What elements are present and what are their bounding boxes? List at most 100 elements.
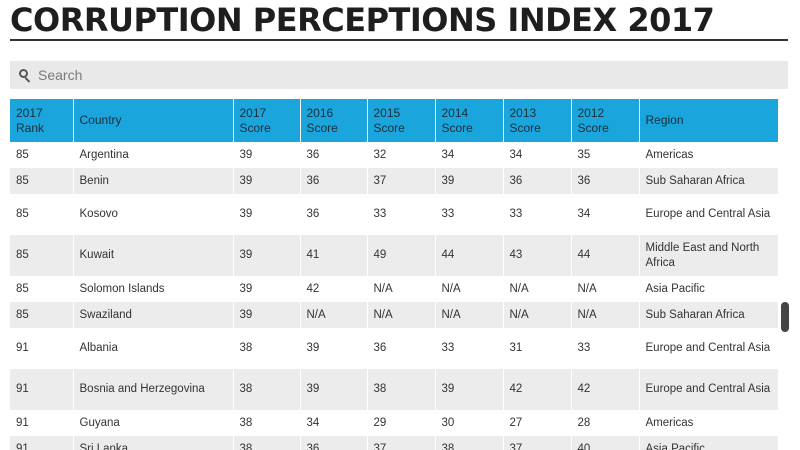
cell-rank: 91: [10, 436, 74, 450]
page-title: CORRUPTION PERCEPTIONS INDEX 2017: [10, 1, 715, 39]
search-icon: [18, 68, 32, 83]
cell-score-2015: 37: [367, 436, 436, 450]
cell-score-2016: 39: [300, 369, 368, 410]
cell-score-2013: N/A: [503, 302, 572, 328]
table-scrollbar[interactable]: [780, 99, 790, 450]
cell-score-2012: 28: [571, 410, 640, 436]
cell-score-2012: 34: [571, 194, 640, 235]
column-header-label: 2017: [239, 105, 267, 120]
column-header-score-2012[interactable]: 2012 Score: [571, 99, 640, 142]
cell-score-2012: 33: [571, 328, 640, 369]
cell-score-2013: 34: [503, 142, 572, 168]
column-header-score-2014[interactable]: 2014 Score: [435, 99, 504, 142]
cell-rank: 85: [10, 276, 74, 302]
cell-score-2017: 38: [233, 328, 301, 369]
cell-score-2017: 39: [233, 276, 301, 302]
column-header-label: Score: [509, 120, 541, 135]
cpi-table: 2017 Rank Country 2017 Score 2016 Score 2015 Sco…: [10, 99, 778, 450]
column-header-label: Score: [306, 120, 338, 135]
cell-score-2017: 38: [233, 410, 301, 436]
cell-score-2016: 36: [300, 436, 368, 450]
cell-score-2012: N/A: [571, 276, 640, 302]
cell-rank: 91: [10, 410, 74, 436]
cell-score-2014: 38: [435, 436, 504, 450]
table-row: 91 Bosnia and Herzegovina 38 39 38 39 42 42 Euro…: [10, 369, 778, 410]
cell-score-2016: 36: [300, 142, 368, 168]
cell-score-2017: 39: [233, 168, 301, 194]
column-header-score-2013[interactable]: 2013 Score: [503, 99, 572, 142]
table-row: 85 Solomon Islands 39 42 N/A N/A N/A N/A Asia Pa…: [10, 276, 778, 302]
cell-score-2017: 39: [233, 235, 301, 276]
cell-score-2014: N/A: [435, 276, 504, 302]
cell-score-2012: 35: [571, 142, 640, 168]
cell-country: Solomon Islands: [73, 276, 234, 302]
table-row: 85 Benin 39 36 37 39 36 36 Sub Saharan Africa: [10, 168, 778, 194]
cell-score-2013: 33: [503, 194, 572, 235]
title-divider: [10, 39, 788, 41]
cell-score-2012: 44: [571, 235, 640, 276]
cell-score-2012: 40: [571, 436, 640, 450]
table-container[interactable]: 2017 Rank Country 2017 Score 2016 Score 2015 Sco…: [10, 99, 778, 450]
cell-score-2013: 42: [503, 369, 572, 410]
cell-score-2016: 34: [300, 410, 368, 436]
cell-score-2015: 33: [367, 194, 436, 235]
cell-score-2012: 36: [571, 168, 640, 194]
column-header-label: 2015: [373, 105, 401, 120]
search-input[interactable]: [38, 63, 758, 87]
cell-region: Middle East and North Africa: [639, 235, 778, 276]
column-header-country[interactable]: Country: [73, 99, 234, 142]
cell-score-2015: N/A: [367, 302, 436, 328]
cell-country: Albania: [73, 328, 234, 369]
column-header-region[interactable]: Region: [639, 99, 778, 142]
cell-score-2012: N/A: [571, 302, 640, 328]
cell-region: Europe and Central Asia: [639, 328, 778, 369]
cell-score-2014: N/A: [435, 302, 504, 328]
cell-score-2014: 30: [435, 410, 504, 436]
cell-region: Europe and Central Asia: [639, 194, 778, 235]
cell-country: Swaziland: [73, 302, 234, 328]
table-row: 85 Argentina 39 36 32 34 34 35 Americas: [10, 142, 778, 168]
column-header-label: Score: [239, 120, 271, 135]
column-header-label: 2014: [441, 105, 469, 120]
column-header-label: 2016: [306, 105, 334, 120]
scrollbar-thumb[interactable]: [781, 302, 789, 332]
cell-score-2015: 37: [367, 168, 436, 194]
column-header-score-2017[interactable]: 2017 Score: [233, 99, 301, 142]
cell-rank: 91: [10, 328, 74, 369]
cell-rank: 85: [10, 235, 74, 276]
column-header-label: Score: [373, 120, 405, 135]
cell-score-2015: 38: [367, 369, 436, 410]
cell-score-2014: 33: [435, 194, 504, 235]
cell-country: Sri Lanka: [73, 436, 234, 450]
cell-region: Americas: [639, 410, 778, 436]
cell-score-2016: 36: [300, 168, 368, 194]
cell-score-2015: 32: [367, 142, 436, 168]
column-header-label: 2017: [16, 105, 43, 120]
table-row: 91 Sri Lanka 38 36 37 38 37 40 Asia Pacific: [10, 436, 778, 450]
cell-score-2014: 44: [435, 235, 504, 276]
table-row: 91 Albania 38 39 36 33 31 33 Europe and Central …: [10, 328, 778, 369]
cell-score-2013: 31: [503, 328, 572, 369]
table-row: 85 Kosovo 39 36 33 33 33 34 Europe and Central A…: [10, 194, 778, 235]
column-header-rank[interactable]: 2017 Rank: [10, 99, 74, 142]
cell-score-2012: 42: [571, 369, 640, 410]
cell-score-2016: 41: [300, 235, 368, 276]
table-row: 91 Guyana 38 34 29 30 27 28 Americas: [10, 410, 778, 436]
cell-country: Kuwait: [73, 235, 234, 276]
cell-score-2016: N/A: [300, 302, 368, 328]
cell-region: Sub Saharan Africa: [639, 168, 778, 194]
cell-score-2015: N/A: [367, 276, 436, 302]
cell-score-2014: 39: [435, 168, 504, 194]
column-header-score-2016[interactable]: 2016 Score: [300, 99, 368, 142]
column-header-label: Rank: [16, 120, 45, 135]
cell-score-2014: 34: [435, 142, 504, 168]
search-bar[interactable]: [10, 61, 788, 89]
column-header-label: Country: [79, 113, 122, 127]
column-header-label: 2012: [577, 105, 605, 120]
cell-region: Sub Saharan Africa: [639, 302, 778, 328]
cell-region: Asia Pacific: [639, 276, 778, 302]
column-header-score-2015[interactable]: 2015 Score: [367, 99, 436, 142]
cell-country: Benin: [73, 168, 234, 194]
cell-rank: 85: [10, 194, 74, 235]
cell-score-2016: 39: [300, 328, 368, 369]
